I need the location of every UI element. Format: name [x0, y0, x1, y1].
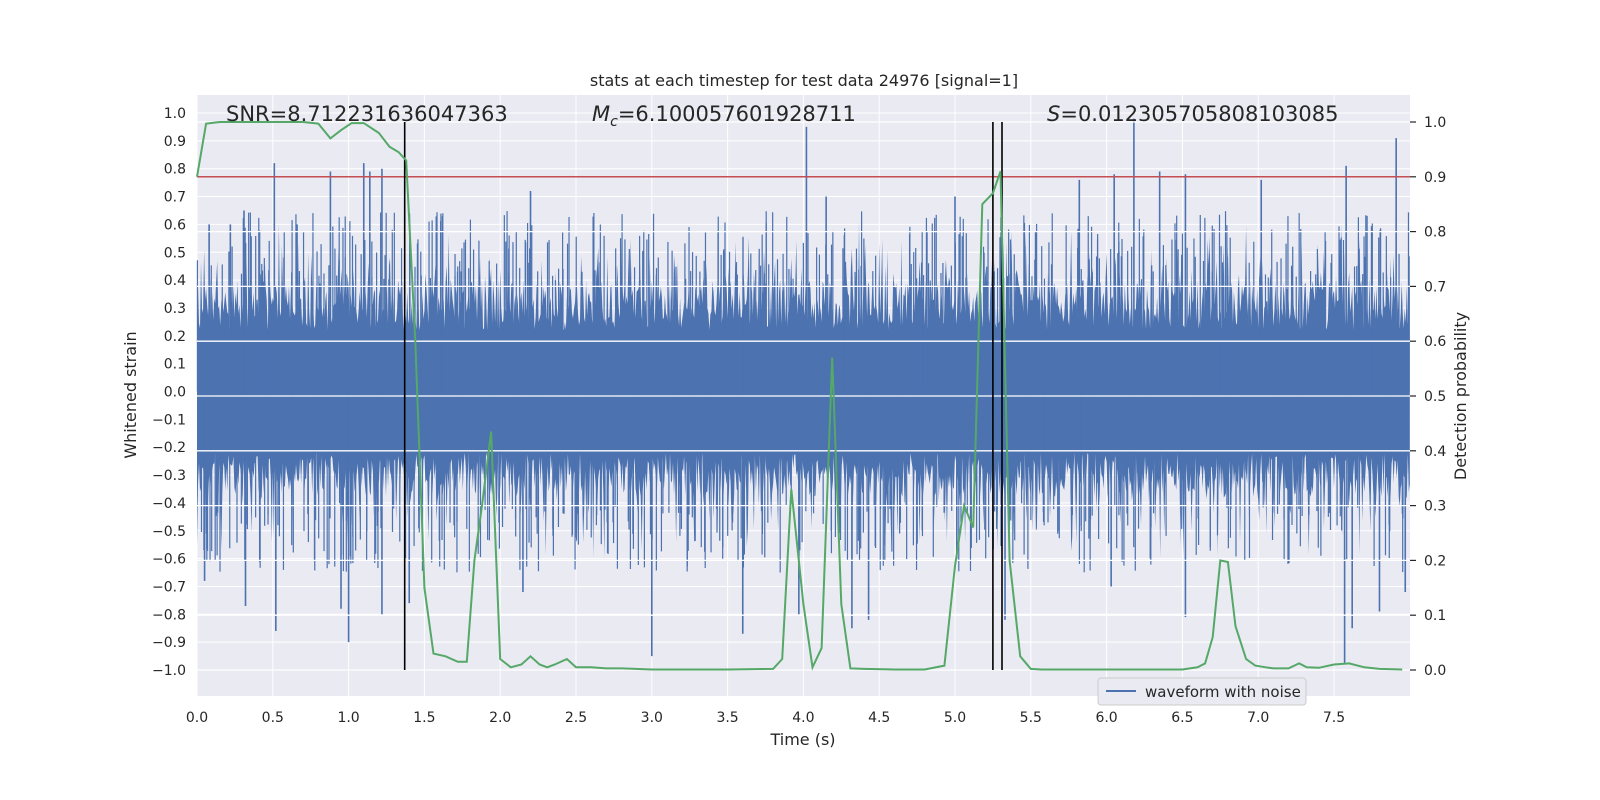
x-tick-label: 3.0: [641, 710, 663, 726]
chirp-mass-annotation: Mc=6.100057601928711: [592, 102, 856, 130]
y-left-tick-label: −0.1: [152, 412, 186, 428]
chart-title: stats at each timestep for test data 249…: [590, 71, 1018, 90]
y-left-tick-label: 0.5: [164, 245, 186, 261]
y-right-tick-label: 0.5: [1424, 389, 1446, 405]
y-left-tick-label: 0.8: [164, 162, 186, 178]
y-left-tick-label: −1.0: [152, 663, 186, 679]
x-tick-label: 0.5: [262, 710, 284, 726]
x-tick-label: 5.5: [1020, 710, 1042, 726]
y-right-tick-label: 0.3: [1424, 499, 1446, 515]
x-tick-label: 7.0: [1247, 710, 1269, 726]
y-left-tick-label: 0.0: [164, 385, 186, 401]
s-annotation: S=0.012305705808103085: [1047, 102, 1338, 126]
x-tick-label: 5.0: [944, 710, 966, 726]
s-symbol: S: [1047, 102, 1060, 126]
y-left-tick-label: 0.6: [164, 217, 186, 233]
y-left-axis-label: Whitened strain: [121, 331, 140, 458]
detection-probability-line: [196, 121, 1403, 671]
x-tick-label: 6.0: [1095, 710, 1117, 726]
y-left-tick-label: −0.7: [152, 579, 186, 595]
y-right-tick-label: 0.1: [1424, 608, 1446, 624]
legend: waveform with noise: [1097, 677, 1307, 706]
x-tick-label: 4.0: [792, 710, 814, 726]
x-tick-label: 2.0: [489, 710, 511, 726]
y-left-tick-label: 0.3: [164, 301, 186, 317]
legend-label: waveform with noise: [1145, 683, 1301, 701]
y-left-tick-label: 0.2: [164, 329, 186, 345]
y-left-tick-label: −0.5: [152, 524, 186, 540]
x-axis-ticks: 0.0 0.5 1.0 1.5 2.0 2.5 3.0 3.5 4.0 4.5 5.0 5.5 6.0 6…: [186, 710, 1345, 726]
y-right-tick-label: 0.9: [1424, 170, 1446, 186]
y-left-tick-label: 0.7: [164, 190, 186, 206]
legend-box: [1097, 677, 1307, 706]
y-left-tick-label: 0.1: [164, 357, 186, 373]
y-left-tick-label: −0.3: [152, 468, 186, 484]
y-left-tick-label: −0.4: [152, 496, 186, 512]
x-tick-label: 1.5: [413, 710, 435, 726]
x-tick-label: 7.5: [1323, 710, 1345, 726]
y-right-axis-label: Detection probability: [1451, 312, 1470, 480]
x-tick-label: 3.5: [716, 710, 738, 726]
y-right-tick-label: 0.2: [1424, 553, 1446, 569]
s-value: =0.012305705808103085: [1060, 102, 1338, 126]
chirp-mass-symbol: M: [592, 102, 610, 126]
y-right-tick-label: 0.7: [1424, 279, 1446, 295]
y-left-axis-ticks: 1.0 0.9 0.8 0.7 0.6 0.5 0.4 0.3 0.2 0.1 0.0 −0.1 −0.…: [152, 106, 186, 679]
x-axis-label: Time (s): [769, 730, 835, 749]
chirp-mass-value: =6.100057601928711: [618, 102, 856, 126]
y-right-tick-label: 1.0: [1424, 115, 1446, 131]
y-left-tick-label: 0.4: [164, 273, 186, 289]
snr-annotation: SNR=8.712231636047363: [226, 102, 508, 126]
y-right-axis-ticks: 1.0 0.9 0.8 0.7 0.6 0.5 0.4 0.3 0.2 0.1 0.0: [1410, 115, 1446, 679]
y-left-tick-label: 1.0: [164, 106, 186, 122]
y-left-tick-label: 0.9: [164, 134, 186, 150]
y-right-tick-label: 0.4: [1424, 444, 1446, 460]
x-tick-label: 4.5: [868, 710, 890, 726]
y-left-tick-label: −0.2: [152, 440, 186, 456]
y-right-tick-label: 0.0: [1424, 663, 1446, 679]
y-left-tick-label: −0.8: [152, 607, 186, 623]
x-tick-label: 6.5: [1171, 710, 1193, 726]
x-tick-label: 2.5: [565, 710, 587, 726]
chirp-mass-subscript: c: [610, 114, 618, 130]
x-tick-label: 0.0: [186, 710, 208, 726]
y-right-tick-label: 0.6: [1424, 334, 1446, 350]
x-tick-label: 1.0: [337, 710, 359, 726]
y-left-tick-label: −0.6: [152, 552, 186, 568]
y-left-tick-label: −0.9: [152, 635, 186, 651]
y-right-tick-label: 0.8: [1424, 225, 1446, 241]
